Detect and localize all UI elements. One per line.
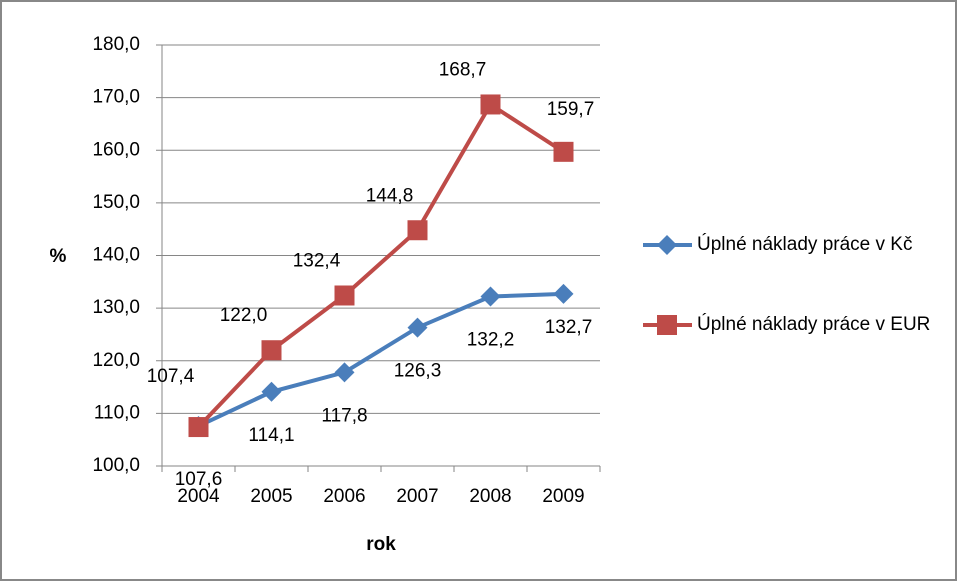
series-line [197,291,564,428]
y-tick-label: 140,0 [92,245,140,266]
legend-marker [657,235,677,255]
data-label: 114,1 [248,425,294,446]
data-label: 126,3 [394,361,442,382]
marker [334,362,355,383]
series-line [197,101,565,429]
data-label: 107,6 [175,469,223,490]
marker [334,285,355,306]
y-tick-label: 110,0 [94,402,140,423]
legend-entry: Úplné náklady práce v EUR [697,314,931,335]
x-tick-label: 2004 [177,486,220,507]
data-label: 159,7 [547,99,595,120]
data-label: 107,4 [147,366,195,387]
marker [480,94,501,115]
data-label: 132,7 [545,317,593,338]
marker [553,283,574,304]
data-label: 132,4 [293,251,341,272]
marker [188,417,209,438]
x-tick-label: 2005 [250,486,292,507]
y-tick-label: 100,0 [92,455,140,476]
x-tick-label: 2008 [469,486,511,507]
data-label: 132,2 [467,330,515,351]
marker [407,317,428,338]
marker [407,220,428,241]
x-tick-label: 2007 [396,486,438,507]
y-tick-label: 170,0 [92,87,140,108]
x-axis-label: rok [366,534,396,555]
y-tick-label: 130,0 [92,297,140,318]
data-label: 122,0 [220,305,268,326]
marker [480,286,501,307]
y-tick-label: 180,0 [92,34,140,55]
legend-marker [657,315,677,335]
marker [553,141,574,162]
y-axis-label: % [50,246,67,267]
marker [261,340,282,361]
x-tick-label: 2009 [542,486,584,507]
marker [261,381,282,402]
x-tick-label: 2006 [323,486,365,507]
y-tick-label: 160,0 [92,139,140,160]
data-label: 168,7 [439,59,487,80]
legend-entry: Úplné náklady práce v Kč [697,234,913,255]
y-tick-label: 120,0 [92,350,140,371]
y-tick-label: 150,0 [92,192,140,213]
data-label: 144,8 [366,185,414,206]
data-label: 117,8 [321,405,367,426]
